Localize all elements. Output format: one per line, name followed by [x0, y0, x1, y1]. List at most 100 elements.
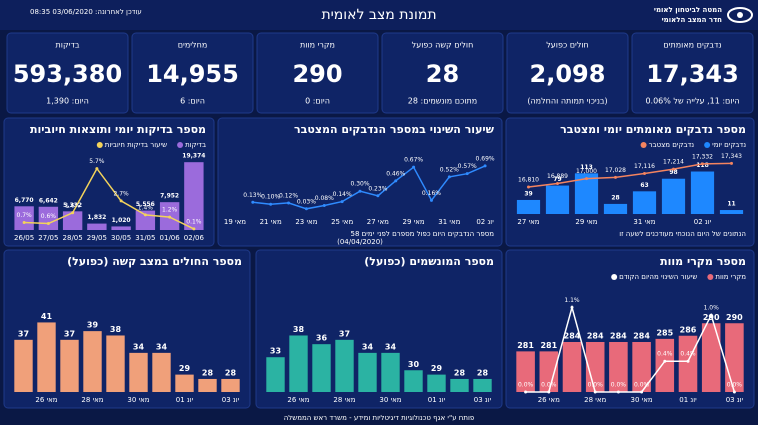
- point-label: 2.7%: [114, 190, 130, 197]
- point-label: 17,000: [576, 168, 597, 175]
- bar: [312, 344, 331, 392]
- chart-title: מספר בדיקות יומי ותוצאות חיוביות: [30, 123, 206, 136]
- x-tick-label: 28 מאי: [81, 396, 103, 404]
- bar: [83, 331, 102, 392]
- bar-label: 38: [110, 325, 122, 334]
- x-tick-label: 26/05: [14, 234, 34, 242]
- bar-label: 285: [656, 328, 673, 337]
- line-point: [95, 167, 99, 171]
- logo: [727, 7, 753, 23]
- point-label: 0.23%: [368, 185, 387, 192]
- last-updated: עודכן לאחרונה: 03/06/2020 08:35: [30, 8, 142, 16]
- line-point: [358, 189, 362, 193]
- line-point: [251, 200, 255, 204]
- line: [252, 165, 486, 210]
- line-point: [524, 390, 528, 394]
- chart-note-date: (04/04/2020): [337, 238, 383, 246]
- kpi-value: 28: [426, 60, 459, 88]
- x-tick-label: 21 מאי: [260, 218, 282, 226]
- x-tick-label: 30/05: [111, 234, 131, 242]
- legend-label: שיעור בדיקות חיוביות: [105, 141, 167, 149]
- chart-title: מספר מקרי מוות: [660, 255, 746, 268]
- x-tick-label: 29 מאי: [575, 218, 597, 226]
- line-point: [322, 204, 326, 208]
- bar-label: 113: [580, 164, 593, 171]
- kpi-value: 290: [292, 60, 342, 88]
- point-label: 0.03%: [297, 198, 316, 205]
- line-point: [527, 185, 530, 189]
- panel: [3, 117, 215, 247]
- bar-label: 41: [41, 312, 53, 321]
- bar-label: 7,952: [160, 193, 179, 200]
- x-tick-label: 19 מאי: [224, 218, 246, 226]
- point-label: 0.0%: [611, 382, 627, 389]
- kpi-note: היום: 1,390: [46, 97, 89, 106]
- point-label: 0.12%: [279, 192, 298, 199]
- kpi-label: מקרי מוות: [300, 41, 335, 50]
- line-point: [71, 211, 75, 215]
- line-point: [701, 162, 704, 166]
- kpi-label: חולים כפועל: [546, 41, 589, 50]
- bar: [14, 206, 34, 230]
- point-label: 0.10%: [261, 194, 280, 201]
- bar: [358, 352, 377, 392]
- bar-label: 28: [202, 368, 214, 377]
- bar: [381, 352, 400, 392]
- x-tick-label: 23 מאי: [295, 218, 317, 226]
- legend-swatch: [640, 142, 647, 148]
- kpi-label: נדבקים מאומתים: [663, 41, 721, 50]
- line-point: [287, 201, 291, 205]
- bar: [60, 339, 79, 392]
- bar-label: 11: [727, 201, 735, 208]
- line-point: [483, 164, 487, 168]
- x-tick-label: 27 מאי: [517, 218, 539, 226]
- bar-label: 39: [524, 190, 532, 197]
- logo-pupil: [737, 12, 743, 18]
- org-name: המטה לביטחון לאומי: [654, 6, 722, 14]
- x-tick-label: 27/05: [38, 234, 58, 242]
- line-point: [304, 207, 308, 211]
- bar: [404, 370, 423, 392]
- point-label: 17,028: [605, 167, 626, 174]
- kpi-label: חולים קשה כפועל: [412, 41, 474, 50]
- line-point: [556, 182, 559, 186]
- bar: [198, 378, 217, 392]
- panel: [217, 117, 503, 247]
- chart-title: שיעור השינוי במספר הנדבקים המצטבר: [294, 123, 495, 136]
- x-tick-label: 25 מאי: [331, 218, 353, 226]
- legend-swatch: [704, 142, 711, 148]
- footer: פותח ע"י אגף טכנולוגיות דיגיטליות ומידע …: [284, 414, 475, 422]
- point-label: 1.1%: [564, 297, 580, 304]
- bar: [111, 226, 131, 230]
- bar-label: 1,020: [112, 217, 131, 224]
- bar: [129, 352, 148, 392]
- line-point: [640, 390, 644, 394]
- bar: [516, 351, 535, 392]
- line-point: [593, 390, 597, 394]
- bar-label: 284: [564, 332, 581, 341]
- kpi-note: היום: 6: [180, 97, 205, 106]
- bar: [678, 335, 698, 392]
- x-tick-label: 01 יונ: [176, 396, 194, 404]
- bar-label: 29: [179, 364, 191, 373]
- chart-title: מספר החולים במצב קשה (כפועל): [67, 255, 242, 268]
- point-label: 0.52%: [440, 166, 459, 173]
- chart-title: מספר נדבקים מאומתים יומי ומצטבר: [560, 123, 746, 136]
- point-label: 1.6%: [65, 202, 81, 209]
- bar: [473, 378, 492, 392]
- bar: [719, 210, 744, 214]
- bar-label: 63: [640, 182, 648, 189]
- bar-label: 28: [454, 368, 466, 377]
- x-tick-label: 01 יונ: [428, 396, 446, 404]
- bar: [87, 223, 107, 230]
- point-label: 0.1%: [186, 218, 202, 225]
- x-tick-label: 27 מאי: [367, 218, 389, 226]
- legend-label: נדבקים מצטבר: [649, 141, 695, 149]
- point-label: 16,810: [518, 177, 539, 184]
- point-label: 0.67%: [404, 157, 423, 164]
- line-point: [709, 313, 713, 317]
- bar: [603, 203, 628, 214]
- x-tick-label: 31 מאי: [633, 218, 655, 226]
